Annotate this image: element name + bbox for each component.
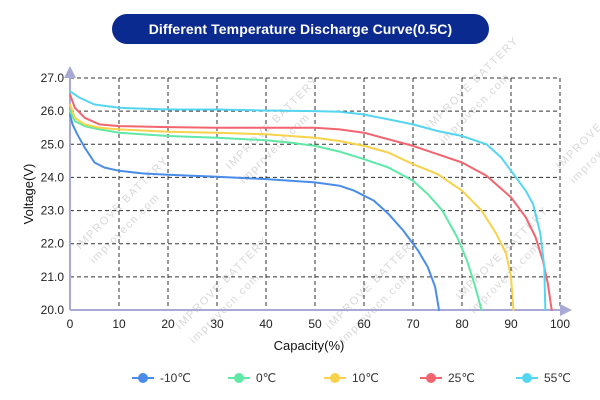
x-tick-label: 80 <box>455 317 469 331</box>
series-line-2 <box>69 103 515 311</box>
y-axis-arrow <box>64 66 76 78</box>
series-line-4 <box>69 90 547 311</box>
chart-title: Different Temperature Discharge Curve(0.… <box>112 14 489 44</box>
y-tick-label: 25.0 <box>41 137 65 151</box>
legend-label-1[interactable]: 0℃ <box>256 371 276 385</box>
legend-label-0[interactable]: -10℃ <box>160 371 191 385</box>
x-tick-label: 50 <box>308 317 322 331</box>
x-tick-label: 10 <box>112 317 126 331</box>
y-tick-label: 20.0 <box>41 303 65 317</box>
y-tick-label: 22.0 <box>41 237 65 251</box>
y-tick-label: 26.0 <box>41 104 65 118</box>
x-tick-label: 30 <box>210 317 224 331</box>
legend-marker-3[interactable] <box>426 373 436 383</box>
legend-marker-0[interactable] <box>138 373 148 383</box>
y-tick-label: 23.0 <box>41 204 65 218</box>
x-axis-label: Capacity(%) <box>274 338 345 353</box>
legend-label-2[interactable]: 10℃ <box>352 371 379 385</box>
legend-marker-4[interactable] <box>522 373 532 383</box>
x-tick-label: 20 <box>161 317 175 331</box>
x-tick-label: 100 <box>550 317 570 331</box>
x-tick-label: 0 <box>67 317 74 331</box>
legend-label-3[interactable]: 25℃ <box>448 371 475 385</box>
y-tick-label: 21.0 <box>41 270 65 284</box>
x-tick-label: 60 <box>357 317 371 331</box>
x-tick-label: 90 <box>504 317 518 331</box>
series-line-1 <box>69 110 483 311</box>
series-line-0 <box>69 113 440 311</box>
y-tick-label: 24.0 <box>41 170 65 184</box>
legend-marker-1[interactable] <box>234 373 244 383</box>
y-tick-label: 27.0 <box>41 71 65 85</box>
series-line-3 <box>69 93 553 311</box>
y-axis-label: Voltage(V) <box>21 164 36 225</box>
legend-label-4[interactable]: 55℃ <box>544 371 571 385</box>
x-axis-arrow <box>560 304 572 316</box>
x-tick-label: 70 <box>406 317 420 331</box>
legend-marker-2[interactable] <box>330 373 340 383</box>
x-tick-label: 40 <box>259 317 273 331</box>
